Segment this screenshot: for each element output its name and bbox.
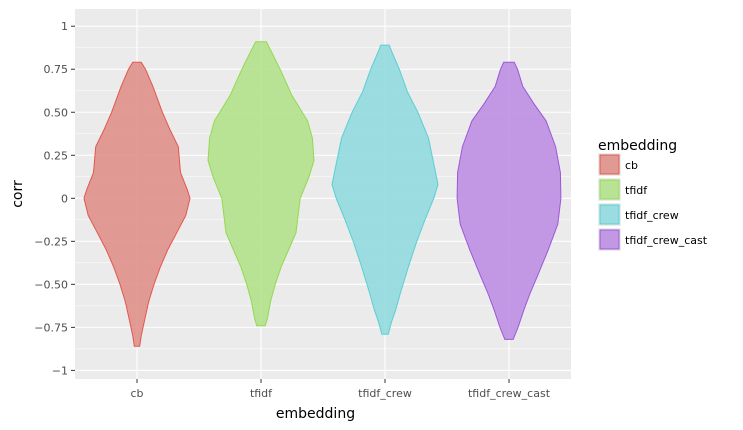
- legend: embedding cb tfidf tfidf_crew tfidf_crew_ca…: [598, 138, 708, 251]
- violin-tfidf-crew: [331, 44, 439, 335]
- y-tick-label: 0.25: [44, 149, 69, 162]
- legend-label: tfidf_crew: [625, 209, 679, 222]
- x-axis-ticks: cb tfidf tfidf_crew tfidf_crew_cast: [130, 379, 551, 400]
- legend-label: tfidf_crew_cast: [625, 234, 708, 247]
- y-tick-label: −0.25: [34, 235, 68, 248]
- x-tick-label: cb: [130, 387, 143, 400]
- legend-swatch-tfidf-crew-cast: [599, 229, 620, 250]
- y-tick-label: −0.75: [34, 321, 68, 334]
- y-axis-ticks: 1 0.75 0.50 0.25 0 −0.25 −0.50 −0.75 −1: [34, 20, 75, 377]
- legend-title: embedding: [598, 138, 677, 154]
- y-tick-label: 0.75: [44, 63, 69, 76]
- y-tick-label: −0.50: [34, 278, 68, 291]
- legend-swatch-tfidf: [599, 179, 620, 200]
- violin-cb: [83, 61, 191, 347]
- legend-items: cb tfidf tfidf_crew tfidf_crew_cast: [598, 153, 708, 251]
- x-tick-label: tfidf_crew: [358, 387, 412, 400]
- x-axis-title: embedding: [276, 406, 355, 422]
- x-tick-label: tfidf: [250, 387, 273, 400]
- violin-tfidf: [207, 41, 315, 327]
- y-tick-label: 1: [61, 20, 68, 33]
- x-tick-label: tfidf_crew_cast: [468, 387, 551, 400]
- y-tick-label: 0: [61, 192, 68, 205]
- y-axis-title: corr: [10, 180, 26, 208]
- legend-swatch-tfidf-crew: [599, 204, 620, 225]
- legend-label: cb: [625, 159, 638, 172]
- violins: [83, 41, 562, 347]
- y-tick-label: 0.50: [44, 106, 69, 119]
- violin-tfidf-crew-cast: [456, 61, 562, 340]
- legend-label: tfidf: [625, 184, 648, 197]
- y-tick-label: −1: [52, 364, 68, 377]
- legend-swatch-cb: [599, 154, 620, 175]
